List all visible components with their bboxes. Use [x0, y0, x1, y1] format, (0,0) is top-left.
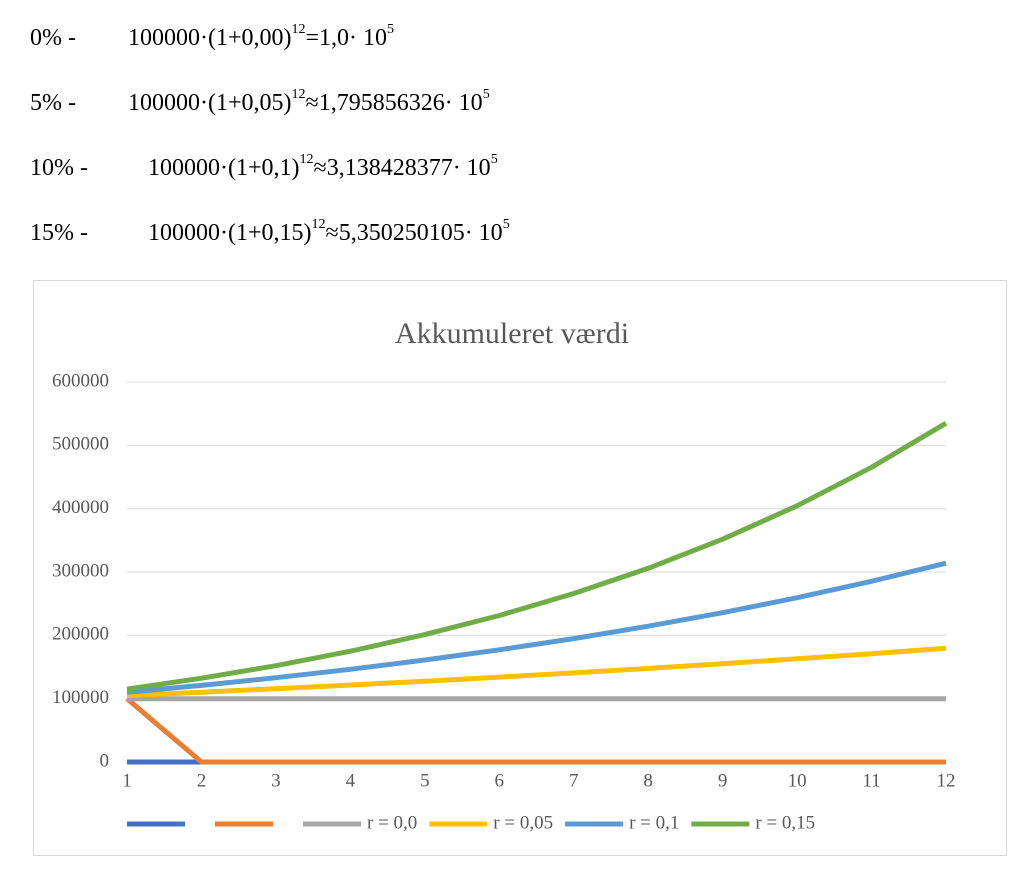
y-tick-label: 0 — [100, 750, 110, 771]
x-tick-label: 6 — [495, 770, 505, 791]
series-line — [126, 421, 948, 692]
series-line — [126, 645, 947, 698]
x-tick-label: 11 — [862, 770, 880, 791]
result-exponent: 5 — [502, 217, 510, 232]
x-tick-label: 4 — [346, 770, 356, 791]
x-tick-label: 12 — [937, 770, 956, 791]
result: ≈5,350250105· 10 — [325, 220, 503, 246]
formula-line: 10% - 100000·(1+0,1)12≈3,138428377· 105 — [30, 152, 498, 182]
x-tick-label: 10 — [788, 770, 807, 791]
result-exponent: 5 — [387, 22, 395, 37]
chart-title: Akkumuleret værdi — [395, 317, 629, 350]
series-line — [125, 696, 946, 765]
formula-line: 0% - 100000·(1+0,00)12=1,0· 105 — [30, 22, 394, 52]
x-tick-label: 9 — [718, 770, 728, 791]
formula-label: 5% - — [30, 90, 76, 116]
exponent: 12 — [311, 217, 326, 232]
formula-label: 15% - — [30, 220, 88, 246]
chart-frame: Akkumuleret værdi 0 100000 200000 300000 400… — [33, 280, 1007, 856]
expression: 100000·(1+0,05) — [128, 90, 292, 116]
y-tick-label: 300000 — [52, 560, 109, 581]
legend-label: r = 0,1 — [629, 812, 679, 833]
x-tick-label: 2 — [197, 770, 207, 791]
expression: 100000·(1+0,00) — [128, 25, 292, 51]
legend-label: r = 0,05 — [493, 812, 553, 833]
y-tick-label: 400000 — [52, 497, 109, 518]
exponent: 12 — [299, 152, 314, 167]
result-exponent: 5 — [490, 152, 498, 167]
expression: 100000·(1+0,15) — [148, 220, 312, 246]
legend-label: r = 0,15 — [755, 812, 815, 833]
formula-label: 0% - — [30, 25, 76, 51]
y-tick-label: 600000 — [52, 370, 109, 391]
y-tick-label: 200000 — [52, 624, 109, 645]
formula-line: 15% - 100000·(1+0,15)12≈5,350250105· 105 — [30, 217, 510, 247]
x-tick-label: 8 — [643, 770, 653, 791]
series-line — [126, 560, 947, 695]
result: =1,0· 10 — [305, 25, 388, 51]
formula-line: 5% - 100000·(1+0,05)12≈1,795856326· 105 — [30, 87, 490, 117]
result: ≈3,138428377· 10 — [313, 155, 491, 181]
x-tick-label: 5 — [420, 770, 430, 791]
x-tick-label: 7 — [569, 770, 579, 791]
legend-label: r = 0,0 — [367, 812, 417, 833]
y-tick-label: 100000 — [52, 687, 109, 708]
result: ≈1,795856326· 10 — [305, 90, 483, 116]
exponent: 12 — [291, 22, 306, 37]
formula-label: 10% - — [30, 155, 88, 181]
y-tick-label: 500000 — [52, 434, 109, 455]
result-exponent: 5 — [482, 87, 490, 102]
x-tick-label: 3 — [271, 770, 281, 791]
exponent: 12 — [291, 87, 306, 102]
x-tick-label: 1 — [122, 770, 132, 791]
expression: 100000·(1+0,1) — [148, 155, 300, 181]
chart: Akkumuleret værdi 0 100000 200000 300000 400… — [52, 317, 956, 833]
